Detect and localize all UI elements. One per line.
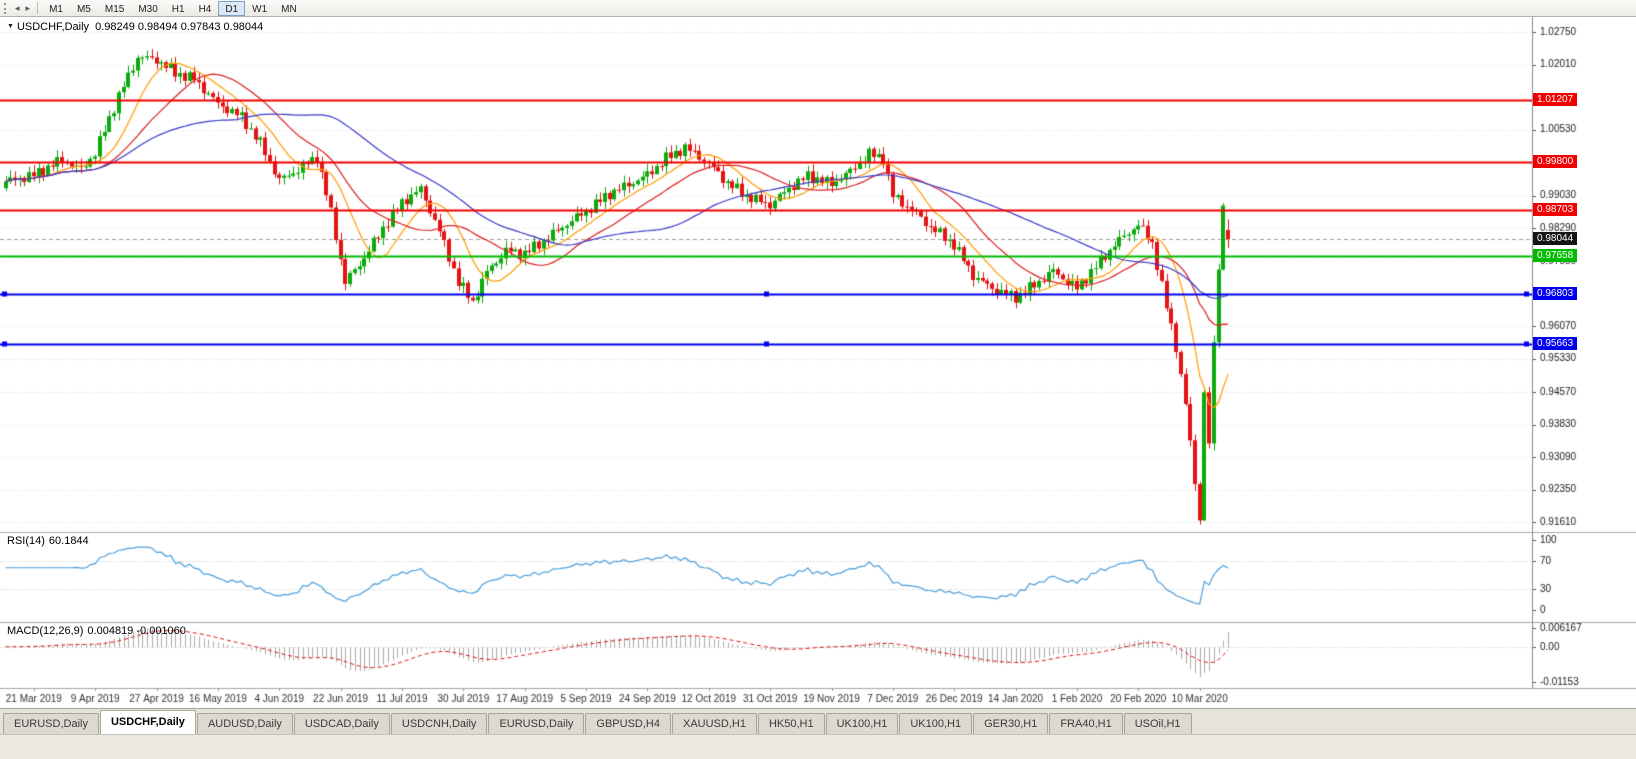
rsi-indicator-label: RSI(14) 60.1844 <box>7 535 93 547</box>
chart-tab-audusd-daily[interactable]: AUDUSD,Daily <box>196 713 293 734</box>
chart-tab-xauusd-h1[interactable]: XAUUSD,H1 <box>671 713 757 734</box>
status-bar <box>0 734 1636 759</box>
timeframe-button-m1[interactable]: M1 <box>49 3 63 15</box>
toolbar-separator <box>37 2 39 14</box>
chart-tab-usdcad-daily[interactable]: USDCAD,Daily <box>293 713 390 734</box>
timeframe-buttons: M1 M5 M15 M30 H1 H4 D1 W1 MN <box>42 0 304 16</box>
macd-current-values: 0.004819 -0.001060 <box>87 625 186 637</box>
timeframe-button-m15[interactable]: M15 <box>104 3 125 15</box>
chart-tab-ger30-h1[interactable]: GER30,H1 <box>973 713 1049 734</box>
timeframe-button-mn[interactable]: MN <box>281 3 297 15</box>
chart-tab-eurusd-daily[interactable]: EURUSD,Daily <box>3 713 99 734</box>
rsi-current-value: 60.1844 <box>48 535 89 547</box>
timeframe-button-h4[interactable]: H4 <box>198 3 212 15</box>
chart-ohlc-values: 0.98249 0.98494 0.97843 0.98044 <box>95 21 264 33</box>
chart-symbol-label: USDCHF,Daily <box>16 21 90 33</box>
macd-name: MACD(12,26,9) <box>7 625 84 637</box>
scroll-left-icon[interactable]: ◂ <box>15 2 20 13</box>
chart-title: ▼ USDCHF,Daily 0.98249 0.98494 0.97843 0.9… <box>7 21 263 33</box>
toolbar-grip[interactable] <box>4 2 8 14</box>
chart-tabs-bar: EURUSD,Daily USDCHF,Daily AUDUSD,Daily USDC… <box>0 708 1636 734</box>
rsi-name: RSI(14) <box>7 535 45 547</box>
scroll-right-icon[interactable]: ▸ <box>25 2 31 13</box>
chart-menu-icon[interactable]: ▼ <box>7 23 14 30</box>
chart-tab-gbpusd-h4[interactable]: GBPUSD,H4 <box>585 713 671 734</box>
chart-tab-eurusd-daily[interactable]: EURUSD,Daily <box>488 713 585 734</box>
chart-tab-uk100-h1[interactable]: UK100,H1 <box>825 713 899 734</box>
timeframe-button-m5[interactable]: M5 <box>76 3 91 15</box>
timeframe-button-m30[interactable]: M30 <box>138 3 158 15</box>
chart-tab-usoil-h1[interactable]: USOil,H1 <box>1123 713 1192 734</box>
timeframe-button-h1[interactable]: H1 <box>171 3 185 15</box>
chart-tab-fra40-h1[interactable]: FRA40,H1 <box>1049 713 1123 734</box>
chart-tab-uk100-h1[interactable]: UK100,H1 <box>899 713 973 734</box>
timeframe-button-d1[interactable]: D1 <box>218 0 246 16</box>
chart-tab-usdchf-daily[interactable]: USDCHF,Daily <box>99 710 196 734</box>
timeframe-toolbar: ◂ ▸ M1 M5 M15 M30 H1 H4 D1 W1 MN <box>0 0 1636 17</box>
chart-tab-hk50-h1[interactable]: HK50,H1 <box>757 713 825 734</box>
timeframe-button-w1[interactable]: W1 <box>252 3 268 15</box>
chart-tab-usdcnh-daily[interactable]: USDCNH,Daily <box>390 713 488 734</box>
macd-indicator-label: MACD(12,26,9) 0.004819 -0.001060 <box>7 625 190 637</box>
